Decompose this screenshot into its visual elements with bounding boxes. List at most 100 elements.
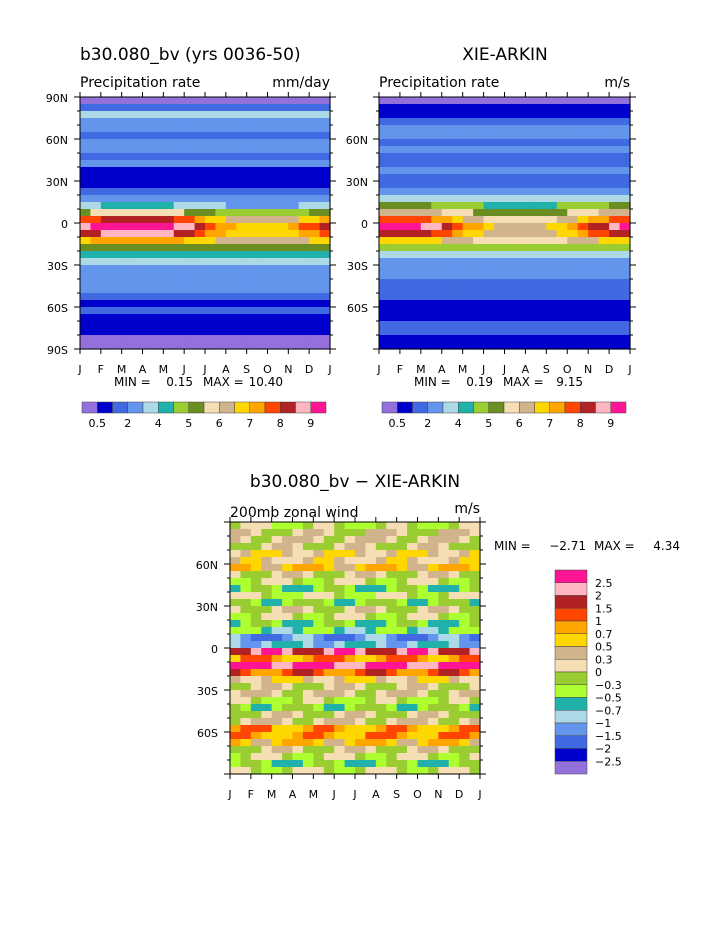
x-tick-label: S bbox=[243, 363, 250, 376]
contour-cell bbox=[452, 342, 464, 350]
contour-cell bbox=[494, 216, 506, 224]
contour-cell bbox=[379, 97, 391, 105]
contour-cell bbox=[288, 132, 300, 140]
contour-cell bbox=[205, 223, 217, 231]
contour-cell bbox=[142, 314, 154, 322]
x-tick-label: M bbox=[159, 363, 169, 376]
contour-cell bbox=[365, 550, 377, 558]
contour-cell bbox=[469, 557, 481, 565]
contour-cell bbox=[375, 564, 387, 572]
contour-cell bbox=[525, 160, 537, 168]
contour-cell bbox=[441, 293, 453, 301]
contour-cell bbox=[525, 251, 537, 259]
contour-cell bbox=[121, 300, 133, 308]
contour-cell bbox=[494, 258, 506, 266]
contour-cell bbox=[535, 237, 547, 245]
contour-cell bbox=[302, 613, 314, 621]
contour-cell bbox=[546, 188, 558, 196]
contour-cell bbox=[344, 620, 356, 628]
contour-cell bbox=[121, 111, 133, 119]
contour-cell bbox=[399, 314, 411, 322]
contour-cell bbox=[184, 202, 196, 210]
contour-cell bbox=[427, 711, 439, 719]
contour-cell bbox=[319, 335, 331, 343]
contour-cell bbox=[142, 167, 154, 175]
contour-cell bbox=[556, 230, 568, 238]
contour-cell bbox=[230, 739, 242, 747]
contour-cell bbox=[173, 160, 185, 168]
contour-cell bbox=[298, 125, 310, 133]
contour-cell bbox=[420, 321, 432, 329]
contour-cell bbox=[271, 606, 283, 614]
x-tick-label: A bbox=[222, 363, 230, 376]
contour-cell bbox=[240, 648, 252, 656]
contour-cell bbox=[80, 188, 92, 196]
contour-cell bbox=[194, 195, 206, 203]
contour-cell bbox=[438, 543, 450, 551]
colorbar-swatch bbox=[158, 401, 174, 414]
contour-cell bbox=[334, 529, 346, 537]
contour-cell bbox=[319, 251, 331, 259]
x-tick-label: J bbox=[502, 363, 506, 376]
contour-cell bbox=[598, 153, 610, 161]
contour-cell bbox=[236, 335, 248, 343]
contour-cell bbox=[410, 293, 422, 301]
contour-cell bbox=[420, 293, 432, 301]
contour-cell bbox=[459, 543, 471, 551]
contour-cell bbox=[577, 174, 589, 182]
contour-cell bbox=[184, 139, 196, 147]
contour-cell bbox=[309, 111, 321, 119]
panel1-ytick-90n: 90N bbox=[46, 92, 68, 105]
contour-cell bbox=[588, 293, 600, 301]
contour-cell bbox=[448, 767, 460, 775]
contour-cell bbox=[111, 111, 123, 119]
contour-cell bbox=[267, 181, 279, 189]
contour-cell bbox=[396, 564, 408, 572]
contour-cell bbox=[271, 585, 283, 593]
contour-cell bbox=[282, 606, 294, 614]
contour-cell bbox=[173, 279, 185, 287]
contour-cell bbox=[355, 662, 367, 670]
colorbar-label: 7 bbox=[546, 417, 553, 430]
contour-cell bbox=[152, 223, 164, 231]
contour-cell bbox=[261, 536, 273, 544]
contour-cell bbox=[184, 223, 196, 231]
contour-cell bbox=[205, 118, 217, 126]
contour-cell bbox=[205, 97, 217, 105]
contour-cell bbox=[205, 300, 217, 308]
contour-cell bbox=[469, 571, 481, 579]
contour-cell bbox=[396, 641, 408, 649]
contour-cell bbox=[271, 725, 283, 733]
contour-cell bbox=[246, 328, 258, 336]
contour-cell bbox=[230, 655, 242, 663]
contour-cell bbox=[577, 118, 589, 126]
contour-cell bbox=[588, 125, 600, 133]
contour-cell bbox=[462, 118, 474, 126]
contour-cell bbox=[504, 160, 516, 168]
contour-cell bbox=[100, 153, 112, 161]
contour-cell bbox=[230, 767, 242, 775]
contour-cell bbox=[271, 669, 283, 677]
colorbar-label: 0.5 bbox=[389, 417, 407, 430]
contour-cell bbox=[313, 599, 325, 607]
contour-cell bbox=[609, 314, 621, 322]
colorbar-label: −0.3 bbox=[595, 679, 622, 692]
contour-cell bbox=[588, 146, 600, 154]
contour-cell bbox=[546, 97, 558, 105]
contour-cell bbox=[271, 522, 283, 530]
contour-cell bbox=[469, 760, 481, 768]
contour-cell bbox=[142, 258, 154, 266]
contour-cell bbox=[257, 104, 269, 112]
contour-cell bbox=[292, 522, 304, 530]
contour-cell bbox=[90, 181, 102, 189]
contour-cell bbox=[277, 118, 289, 126]
contour-cell bbox=[261, 760, 273, 768]
contour-cell bbox=[556, 216, 568, 224]
contour-cell bbox=[379, 279, 391, 287]
contour-cell bbox=[598, 328, 610, 336]
contour-cell bbox=[215, 181, 227, 189]
contour-cell bbox=[292, 634, 304, 642]
contour-cell bbox=[80, 146, 92, 154]
contour-cell bbox=[431, 118, 443, 126]
contour-cell bbox=[194, 153, 206, 161]
